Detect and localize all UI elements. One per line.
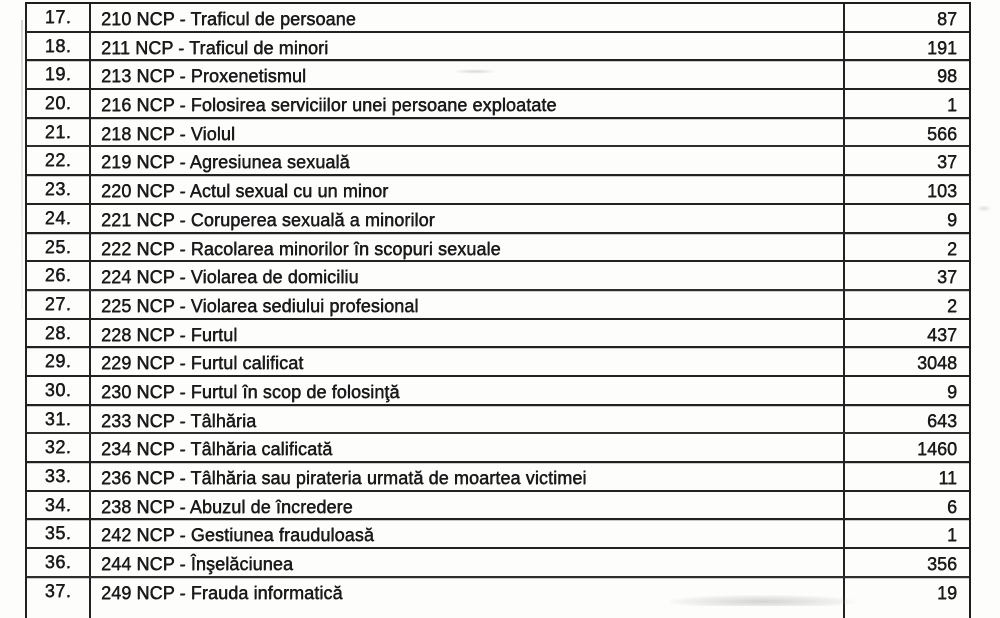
table-row: 27. 225 NCP - Violarea sediului profesio…: [27, 290, 969, 320]
offense-count: 9: [946, 381, 957, 402]
table-row: 24. 221 NCP - Coruperea sexuală a minori…: [27, 204, 969, 234]
row-number: 31.: [27, 405, 91, 433]
row-number: 25.: [27, 233, 91, 261]
offense-count: 6: [946, 496, 957, 517]
offense-label: 221 NCP - Coruperea sexuală a minorilor: [91, 204, 845, 232]
row-number: 32.: [27, 434, 91, 461]
row-number: 24.: [27, 204, 91, 232]
offense-label: 211 NCP - Traficul de minori: [91, 32, 845, 60]
offense-label: 242 NCP - Gestiunea frauduloasă: [91, 520, 845, 548]
table-row: 19. 213 NCP - Proxenetismul 98: [27, 61, 969, 91]
table-row: 18. 211 NCP - Traficul de minori 191: [27, 32, 969, 62]
offense-label: 228 NCP - Furtul: [91, 319, 845, 347]
offense-count: 9: [946, 209, 957, 230]
table-row: 28. 228 NCP - Furtul 437: [27, 319, 969, 349]
offense-count: 2: [946, 295, 957, 316]
table-row: 25. 222 NCP - Racolarea minorilor în sco…: [27, 233, 969, 263]
row-number: 21.: [27, 118, 91, 146]
table-row: 29. 229 NCP - Furtul calificat 3048: [27, 348, 969, 377]
offense-count: 37: [936, 152, 957, 173]
scan-artifact: [976, 205, 992, 212]
offense-count: 1460: [916, 439, 957, 460]
offense-count: 1: [946, 95, 957, 116]
offense-count: 1: [946, 525, 957, 546]
row-number: 35.: [27, 520, 91, 548]
offense-label: 220 NCP - Actul sexual cu un minor: [91, 176, 845, 203]
offense-count: 37: [936, 267, 957, 288]
offense-label: 236 NCP - Tâlhăria sau pirateria urmată …: [91, 463, 845, 490]
row-number: 37.: [27, 577, 91, 618]
scan-artifact: [21, 20, 23, 310]
row-number: 28.: [27, 319, 91, 347]
offense-count: 19: [936, 582, 957, 603]
offense-count: 103: [926, 181, 957, 202]
offense-count: 356: [926, 554, 957, 575]
offense-count: 566: [926, 123, 957, 144]
offense-count: 191: [926, 37, 957, 58]
offense-statistics-table: 17. 210 NCP - Traficul de persoane 87 18…: [25, 2, 971, 618]
offense-label: 229 NCP - Furtul calificat: [91, 348, 845, 375]
table-row: 31. 233 NCP - Tâlhăria 643: [27, 405, 969, 435]
table-row: 23. 220 NCP - Actul sexual cu un minor 1…: [27, 176, 969, 205]
offense-label: 219 NCP - Agresiunea sexuală: [91, 147, 845, 175]
row-number: 22.: [27, 147, 91, 175]
offense-label: 230 NCP - Furtul în scop de folosinţă: [91, 376, 845, 404]
table-row: 26. 224 NCP - Violarea de domiciliu 37: [27, 262, 969, 291]
offense-label: 224 NCP - Violarea de domiciliu: [91, 262, 845, 289]
row-number: 26.: [27, 262, 91, 289]
offense-label: 234 NCP - Tâlhăria calificată: [91, 434, 845, 461]
offense-count: 98: [936, 66, 957, 87]
table-row: 21. 218 NCP - Violul 566: [27, 118, 969, 148]
offense-label: 238 NCP - Abuzul de încredere: [91, 491, 845, 519]
table-row: 37. 249 NCP - Frauda informatică 19: [27, 577, 969, 618]
row-number: 18.: [27, 32, 91, 60]
offense-label: 218 NCP - Violul: [91, 118, 845, 146]
row-number: 29.: [27, 348, 91, 375]
row-number: 27.: [27, 290, 91, 318]
table-row: 32. 234 NCP - Tâlhăria calificată 1460: [27, 434, 969, 463]
table-row: 33. 236 NCP - Tâlhăria sau pirateria urm…: [27, 463, 969, 492]
offense-label: 244 NCP - Înşelăciunea: [91, 549, 845, 576]
row-number: 30.: [27, 376, 91, 404]
row-number: 19.: [27, 61, 91, 89]
offense-label: 249 NCP - Frauda informatică: [91, 577, 845, 618]
offense-label: 225 NCP - Violarea sediului profesional: [91, 290, 845, 318]
offense-count: 2: [946, 238, 957, 259]
offense-label: 216 NCP - Folosirea serviciilor unei per…: [91, 90, 845, 117]
row-number: 23.: [27, 176, 91, 203]
table-row: 35. 242 NCP - Gestiunea frauduloasă 1: [27, 520, 969, 550]
offense-count: 643: [926, 410, 957, 431]
table-row: 20. 216 NCP - Folosirea serviciilor unei…: [27, 90, 969, 119]
row-number: 33.: [27, 463, 91, 490]
table-row: 30. 230 NCP - Furtul în scop de folosinţ…: [27, 376, 969, 406]
offense-label: 222 NCP - Racolarea minorilor în scopuri…: [91, 233, 845, 261]
table-row: 17. 210 NCP - Traficul de persoane 87: [27, 4, 969, 33]
row-number: 34.: [27, 491, 91, 519]
row-number: 36.: [27, 549, 91, 576]
offense-count: 87: [936, 9, 957, 29]
table-row: 22. 219 NCP - Agresiunea sexuală 37: [27, 147, 969, 177]
offense-count: 437: [926, 324, 957, 345]
offense-count: 3048: [916, 353, 957, 374]
row-number: 17.: [27, 4, 91, 31]
offense-label: 213 NCP - Proxenetismul: [91, 61, 845, 89]
offense-label: 210 NCP - Traficul de persoane: [91, 4, 845, 31]
offense-label: 233 NCP - Tâlhăria: [91, 405, 845, 433]
row-number: 20.: [27, 90, 91, 117]
table-row: 34. 238 NCP - Abuzul de încredere 6: [27, 491, 969, 521]
offense-count: 11: [938, 468, 957, 488]
table-row: 36. 244 NCP - Înşelăciunea 356: [27, 549, 969, 578]
